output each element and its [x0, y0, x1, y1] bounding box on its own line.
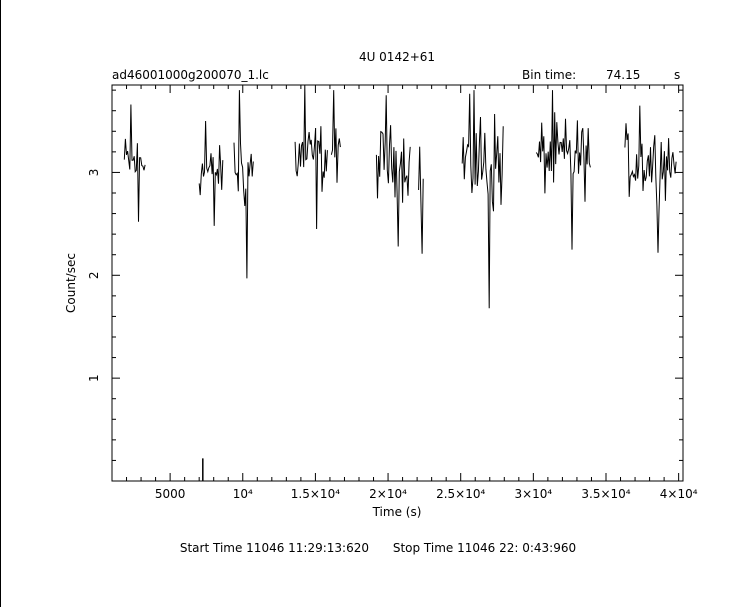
light-curve-segment-3 — [233, 90, 254, 279]
bin-time-value: 74.15 — [606, 68, 640, 82]
light-curve-series — [123, 84, 677, 481]
x-tick-label: 2.5×10⁴ — [436, 487, 485, 501]
x-tick-label: 4×10⁴ — [660, 487, 698, 501]
light-curve-segment-10 — [624, 105, 677, 253]
y-tick-labels: 1 2 3 — [87, 169, 101, 382]
bin-time-label: Bin time: — [522, 68, 576, 82]
y-tick-label: 2 — [87, 271, 101, 279]
x-tick-label: 2×10⁴ — [369, 487, 407, 501]
x-tick-label: 1.5×10⁴ — [291, 487, 340, 501]
y-tick-label: 1 — [87, 374, 101, 382]
x-tick-label: 10⁴ — [233, 487, 253, 501]
x-tick-labels: 5000 10⁴ 1.5×10⁴ 2×10⁴ 2.5×10⁴ 3×10⁴ 3.5×10⁴ 4×… — [155, 487, 698, 501]
light-curve-segment-2 — [198, 120, 224, 226]
light-curve-segment-1 — [123, 104, 146, 222]
stop-time-text: Stop Time 11046 22: 0:43:960 — [392, 541, 577, 555]
y-axis-label: Count/sec — [64, 253, 78, 313]
light-curve-segment-5 — [330, 90, 341, 183]
start-time-text: Start Time 11046 11:29:13:620 — [179, 541, 369, 555]
bin-time-unit: s — [674, 68, 680, 82]
light-curve-segment-9 — [535, 90, 591, 250]
light-curve-segment-6 — [375, 95, 411, 247]
chart-title: 4U 0142+61 — [359, 50, 435, 64]
x-tick-label: 3.5×10⁴ — [581, 487, 630, 501]
axis-ticks — [111, 85, 683, 481]
x-tick-label: 5000 — [155, 487, 186, 501]
time-range-footer: Start Time 11046 11:29:13:620 Stop Time … — [0, 541, 756, 555]
x-axis-label: Time (s) — [372, 505, 422, 519]
light-curve-segment-4 — [294, 84, 328, 230]
x-tick-label: 3×10⁴ — [514, 487, 552, 501]
window-left-border — [0, 0, 1, 607]
light-curve-segment-7 — [418, 146, 424, 254]
plot-frame — [111, 84, 684, 482]
light-curve-segment-8 — [461, 90, 504, 309]
y-tick-label: 3 — [87, 169, 101, 177]
file-name-label: ad46001000g200070_1.lc — [112, 68, 269, 82]
